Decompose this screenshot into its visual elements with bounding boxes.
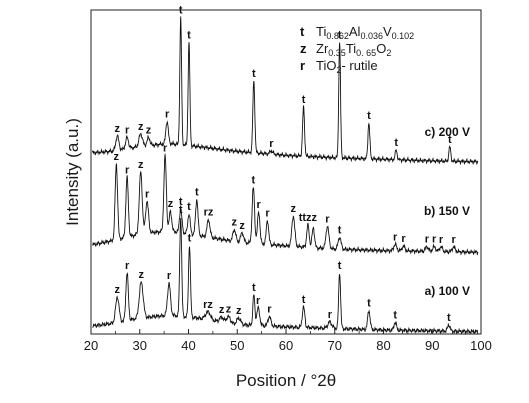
peak-label-0-5: t	[188, 233, 192, 245]
peak-label-1-3: r	[145, 188, 150, 200]
peak-label-1-9: rz	[204, 207, 214, 219]
x-tick-label-4: 60	[279, 338, 293, 353]
peak-label-1-18: r	[325, 213, 330, 225]
peak-label-0-4: t	[179, 204, 183, 216]
peak-label-1-21: r	[401, 233, 406, 245]
peak-label-1-11: z	[239, 220, 245, 232]
peak-label-2-2: z	[138, 121, 144, 133]
peak-label-2-7: t	[252, 68, 256, 80]
peak-label-0-17: t	[393, 309, 397, 321]
x-tick-label-6: 80	[376, 338, 390, 353]
legend-symbol-1: z	[300, 41, 307, 56]
legend-entry-2: TiO2- rutile	[316, 58, 378, 75]
peak-label-0-10: t	[252, 282, 256, 294]
peak-label-1-13: r	[257, 199, 262, 211]
x-tick-label-5: 70	[328, 338, 342, 353]
peak-label-2-4: r	[165, 108, 170, 120]
peak-label-0-14: r	[328, 309, 333, 321]
peak-label-2-9: t	[302, 94, 306, 106]
peak-label-2-5: t	[179, 5, 183, 17]
peak-label-1-5: z	[168, 198, 174, 210]
peak-label-0-0: z	[115, 284, 121, 296]
x-tick-label-8: 100	[470, 338, 492, 353]
peak-label-2-13: t	[448, 134, 452, 146]
peak-label-1-19: t	[338, 224, 342, 236]
peak-label-1-23: r	[432, 234, 437, 246]
peak-label-1-20: r	[393, 232, 398, 244]
peak-label-1-14: r	[265, 208, 270, 220]
series-layer	[92, 16, 479, 336]
peak-label-1-0: z	[114, 151, 120, 163]
peak-label-2-3: z	[146, 125, 152, 137]
legend-entry-1: Zr0.35Ti0. 65O2	[316, 41, 391, 58]
peak-label-2-8: r	[269, 138, 274, 150]
peak-label-2-11: t	[367, 110, 371, 122]
y-axis-label: Intensity (a.u.)	[63, 118, 82, 226]
peak-label-0-16: t	[367, 298, 371, 310]
peak-label-1-25: r	[452, 234, 457, 246]
peak-label-0-3: r	[167, 270, 172, 282]
peak-label-1-1: r	[125, 165, 130, 177]
peak-label-2-12: t	[394, 137, 398, 149]
x-tick-label-7: 90	[425, 338, 439, 353]
x-ticks: 20 30 40 50 60 70 80 90 100	[84, 329, 492, 353]
series-label-a: a) 100 V	[425, 284, 470, 298]
legend-symbol-2: r	[300, 58, 305, 73]
peak-label-1-7: t	[187, 201, 191, 213]
peak-label-1-22: r	[425, 234, 430, 246]
peak-label-0-7: z	[219, 304, 225, 316]
peak-label-0-13: t	[302, 294, 306, 306]
series-line-0	[92, 217, 479, 336]
peak-label-1-8: t	[195, 187, 199, 199]
peak-label-2-10: t	[338, 30, 342, 42]
peak-label-1-15: z	[291, 203, 297, 215]
x-axis-label: Position / °2θ	[236, 371, 336, 390]
peak-label-1-16: ttzz	[299, 212, 318, 224]
x-tick-label-0: 20	[84, 338, 98, 353]
series-line-2	[92, 16, 479, 166]
peak-label-2-1: r	[125, 125, 130, 137]
peak-label-0-11: r	[256, 295, 261, 307]
series-line-1	[92, 153, 479, 256]
peak-label-0-12: r	[267, 304, 272, 316]
peak-label-2-0: z	[115, 123, 121, 135]
peak-label-2-6: t	[187, 29, 191, 41]
peak-label-0-1: r	[125, 260, 130, 272]
legend-entry-0: Ti0.862Al0.036V0.102	[316, 24, 414, 41]
legend-symbol-0: t	[300, 24, 305, 39]
x-tick-label-3: 50	[230, 338, 244, 353]
peak-label-1-12: t	[251, 175, 255, 187]
x-tick-label-1: 30	[133, 338, 147, 353]
peak-label-0-18: t	[447, 312, 451, 324]
peak-label-1-4: r	[163, 143, 168, 155]
peak-label-0-8: z	[226, 304, 232, 316]
series-label-c: c) 200 V	[425, 125, 470, 139]
peak-label-0-6: rz	[203, 299, 213, 311]
peak-label-1-2: z	[138, 159, 144, 171]
peak-label-0-2: z	[138, 269, 144, 281]
peak-label-1-10: z	[232, 217, 238, 229]
series-label-b: b) 150 V	[424, 204, 470, 218]
x-tick-label-2: 40	[181, 338, 195, 353]
peak-label-0-15: t	[338, 260, 342, 272]
peak-label-0-9: z	[236, 305, 242, 317]
peak-label-1-6: t	[179, 196, 183, 208]
peak-label-1-24: r	[439, 234, 444, 246]
